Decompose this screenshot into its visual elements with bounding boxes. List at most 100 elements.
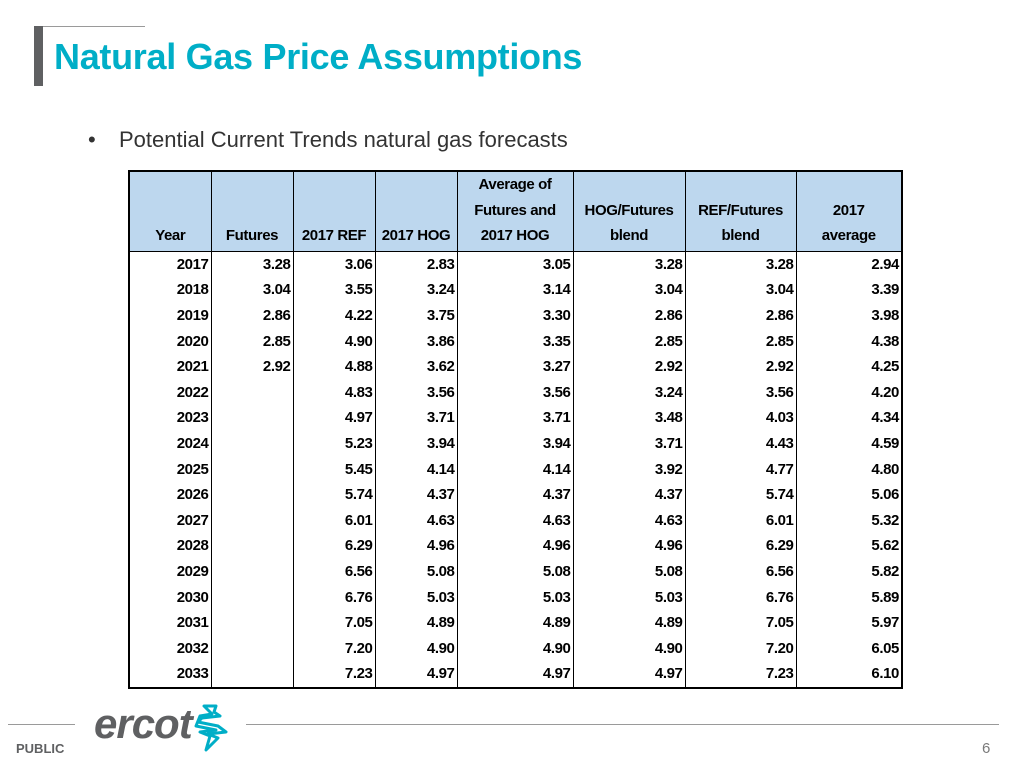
logo-bolt-icon: [194, 704, 228, 752]
gas-price-table: Year Futures 2017 REF 2017 HOG Average of Fut…: [128, 170, 903, 689]
column-header: 2017 HOG: [374, 171, 457, 252]
price-cell: 4.90: [374, 635, 457, 662]
price-cell: [210, 610, 293, 636]
price-cell: [210, 405, 293, 431]
year-cell: 2025: [176, 460, 209, 478]
price-cell: 6.76: [684, 584, 796, 611]
column-header-line: Average of: [478, 176, 552, 193]
price-cell: 4.83: [292, 379, 375, 406]
column-header-line: 2017 HOG: [381, 227, 451, 245]
price-cell: 4.63: [374, 507, 457, 534]
table-row: 2023 4.97 3.71 3.71 3.48 4.03 4.34: [129, 405, 902, 431]
price-cell: 4.89: [456, 610, 573, 636]
table-row: 2028 6.29 4.96 4.96 4.96 6.29 5.62: [129, 533, 902, 559]
table-row: 2024 5.23 3.94 3.94 3.71 4.43 4.59: [129, 430, 902, 457]
ercot-logo: ercot: [94, 700, 228, 752]
price-cell: 5.06: [795, 482, 902, 508]
page-number: 6: [982, 740, 991, 757]
year-cell: 2027: [176, 511, 209, 529]
price-cell: 4.25: [795, 354, 902, 380]
price-cell: 2.92: [572, 354, 685, 380]
price-cell: [210, 379, 293, 406]
year-cell: 2022: [176, 383, 209, 401]
price-cell: 4.89: [572, 610, 685, 636]
price-cell: 2.85: [684, 328, 796, 355]
column-header: Year: [129, 171, 211, 252]
table-row: 2032 7.20 4.90 4.90 4.90 7.20 6.05: [129, 635, 902, 662]
price-cell: 4.97: [572, 661, 685, 688]
price-cell: 2.85: [572, 328, 685, 355]
price-cell: 6.29: [684, 533, 796, 559]
price-cell: [210, 635, 293, 662]
price-cell: 5.03: [456, 584, 573, 611]
column-header-line: blend: [610, 227, 648, 245]
price-cell: 3.06: [292, 251, 375, 278]
year-cell: 2029: [176, 562, 209, 580]
price-cell: 3.56: [684, 379, 796, 406]
table-row: 2019 2.86 4.22 3.75 3.30 2.86 2.86 3.98: [129, 302, 902, 329]
price-cell: 3.27: [456, 354, 573, 380]
bullet-text: Potential Current Trends natural gas for…: [119, 127, 568, 152]
price-cell: 3.30: [456, 302, 573, 329]
price-cell: 7.05: [292, 610, 375, 636]
column-header-line: blend: [721, 227, 760, 245]
year-cell: 2024: [176, 434, 209, 452]
footer-rule-left: [8, 724, 75, 725]
column-header: HOG/Futures blend: [572, 171, 685, 252]
price-cell: 4.97: [456, 661, 573, 688]
price-cell: 4.59: [795, 430, 902, 457]
price-cell: 5.08: [374, 558, 457, 585]
price-cell: 4.14: [374, 456, 457, 483]
year-cell: 2021: [176, 358, 209, 376]
price-cell: 3.98: [795, 302, 902, 329]
price-cell: 3.55: [292, 277, 375, 303]
price-cell: 4.88: [292, 354, 375, 380]
price-cell: 4.80: [795, 456, 902, 483]
footer-rule-right: [246, 724, 999, 725]
price-cell: 4.97: [374, 661, 457, 688]
price-cell: 2.92: [684, 354, 796, 380]
price-cell: 3.14: [456, 277, 573, 303]
year-cell: 2023: [176, 409, 209, 427]
price-cell: 3.94: [374, 430, 457, 457]
price-cell: 4.03: [684, 405, 796, 431]
table-row: 2025 5.45 4.14 4.14 3.92 4.77 4.80: [129, 456, 902, 483]
price-cell: 3.04: [684, 277, 796, 303]
price-cell: 6.29: [292, 533, 375, 559]
title-top-rule: [34, 26, 145, 27]
price-cell: 3.86: [374, 328, 457, 355]
price-cell: 5.32: [795, 507, 902, 534]
column-header: 2017 average: [795, 171, 902, 252]
price-cell: 6.56: [292, 558, 375, 585]
price-cell: 3.04: [210, 277, 293, 303]
column-header-line: Year: [155, 227, 186, 245]
table-row: 2018 3.04 3.55 3.24 3.14 3.04 3.04 3.39: [129, 277, 902, 303]
price-cell: 4.63: [572, 507, 685, 534]
price-cell: 2.85: [210, 328, 293, 355]
price-cell: 4.37: [374, 482, 457, 508]
price-cell: 2.92: [210, 354, 293, 380]
price-cell: 4.63: [456, 507, 573, 534]
column-header-line: 2017: [832, 201, 865, 219]
year-cell: 2032: [176, 639, 209, 657]
price-cell: 7.05: [684, 610, 796, 636]
price-cell: 4.96: [572, 533, 685, 559]
classification-label: PUBLIC: [16, 741, 65, 756]
price-cell: 5.82: [795, 558, 902, 585]
price-cell: 3.71: [374, 405, 457, 431]
price-cell: 7.20: [292, 635, 375, 662]
year-cell: 2019: [176, 306, 209, 324]
table-row: 2020 2.85 4.90 3.86 3.35 2.85 2.85 4.38: [129, 328, 902, 355]
price-cell: 3.04: [572, 277, 685, 303]
price-cell: 5.89: [795, 584, 902, 611]
price-cell: 7.23: [292, 661, 375, 688]
column-header-line: 2017 REF: [301, 227, 367, 245]
bullet-icon: •: [88, 127, 96, 152]
price-cell: 5.74: [292, 482, 375, 508]
price-cell: 4.97: [292, 405, 375, 431]
price-cell: 5.97: [795, 610, 902, 636]
price-cell: [210, 430, 293, 457]
table-row: 2031 7.05 4.89 4.89 4.89 7.05 5.97: [129, 610, 902, 636]
price-cell: 3.28: [210, 251, 293, 278]
price-cell: 2.86: [210, 302, 293, 329]
